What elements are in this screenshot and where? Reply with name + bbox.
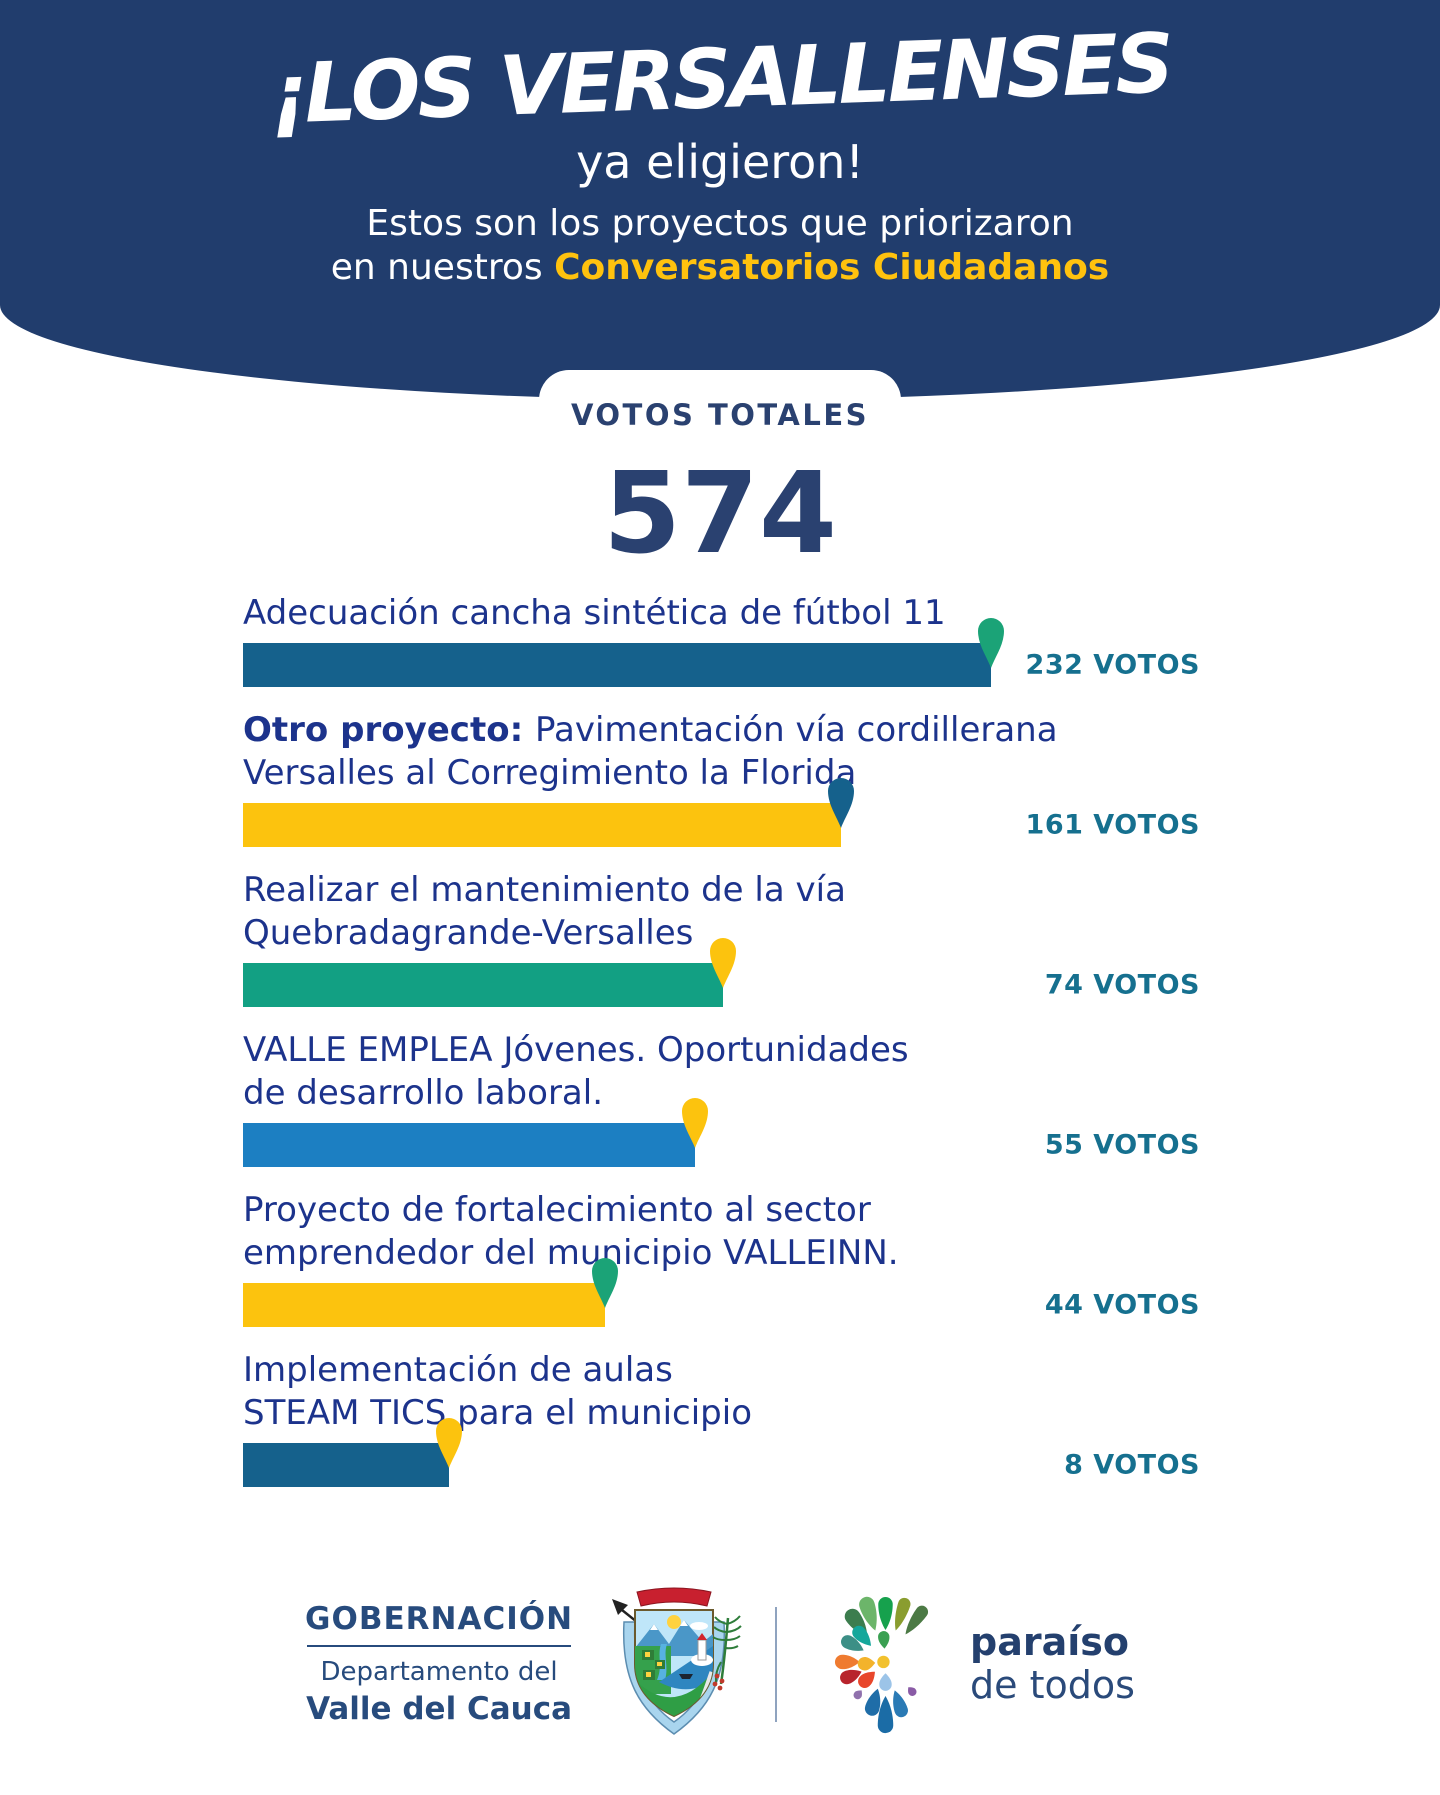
project-label: Realizar el mantenimiento de la vía Quebr… <box>243 869 1200 955</box>
page-subtitle: ya eligieron! <box>576 134 864 189</box>
project-row: Proyecto de fortalecimiento al sector emp… <box>243 1189 1200 1327</box>
footer-divider <box>775 1606 778 1722</box>
bar-area: 232 VOTOS <box>243 618 1200 687</box>
vote-bar <box>243 618 1004 687</box>
votes-bar-chart: Adecuación cancha sintética de fútbol 11… <box>0 592 1440 1487</box>
project-label-line: Otro proyecto: Pavimentación vía cordill… <box>243 710 1058 750</box>
vote-bar <box>243 778 854 847</box>
governorate-wordmark: GOBERNACIÓN Departamento del Valle del C… <box>305 1601 573 1727</box>
footer: GOBERNACIÓN Departamento del Valle del C… <box>0 1579 1440 1749</box>
project-row: Otro proyecto: Pavimentación vía cordill… <box>243 709 1200 847</box>
intro-line-2-prefix: en nuestros <box>330 246 555 288</box>
shield-banner <box>636 1587 712 1607</box>
vote-bar <box>243 1418 462 1487</box>
project-row: Realizar el mantenimiento de la vía Quebr… <box>243 869 1200 1007</box>
project-row: VALLE EMPLEA Jóvenes. Oportunidades de de… <box>243 1029 1200 1167</box>
vote-bar <box>243 1258 618 1327</box>
project-label-line: emprendedor del municipio VALLEINN. <box>243 1233 899 1273</box>
governorate-title: GOBERNACIÓN <box>305 1601 574 1637</box>
versalles-coat-of-arms <box>612 1587 742 1735</box>
map-pin-marker-icon <box>978 618 1004 668</box>
department-line: Departamento del <box>320 1657 558 1687</box>
bar-area: 8 VOTOS <box>243 1418 1200 1487</box>
brand-wordmark: paraíso de todos <box>970 1621 1135 1706</box>
project-label-line: VALLE EMPLEA Jóvenes. Oportunidades <box>243 1030 909 1070</box>
project-label: Otro proyecto: Pavimentación vía cordill… <box>243 709 1200 795</box>
bar-area: 44 VOTOS <box>243 1258 1200 1327</box>
votes-count: 161 VOTOS <box>1025 809 1200 841</box>
vote-bar <box>243 938 736 1007</box>
project-label: Adecuación cancha sintética de fútbol 11 <box>243 592 1200 635</box>
total-votes-value: 574 <box>603 449 837 579</box>
governorate-rule <box>307 1645 572 1647</box>
map-pin-marker-icon <box>682 1098 708 1148</box>
corn-stalk-icon <box>712 1615 742 1691</box>
project-label-line: Realizar el mantenimiento de la vía <box>243 870 846 910</box>
intro-line-2: en nuestros Conversatorios Ciudadanos <box>0 246 1440 290</box>
page-title: ¡LOS VERSALLENSES <box>268 16 1173 143</box>
project-label-line: Versalles al Corregimiento la Florida <box>243 753 857 793</box>
starburst-icon <box>835 1596 929 1734</box>
project-label-line: Implementación de aulas <box>243 1350 673 1390</box>
project-label-line: Adecuación cancha sintética de fútbol 11 <box>243 593 946 633</box>
project-row: Adecuación cancha sintética de fútbol 11… <box>243 592 1200 687</box>
project-label-line: de desarrollo laboral. <box>243 1073 604 1113</box>
department-name: Valle del Cauca <box>306 1691 573 1727</box>
brand-line-2: de todos <box>970 1663 1135 1707</box>
map-pin-marker-icon <box>710 938 736 988</box>
votes-count: 44 VOTOS <box>1044 1289 1200 1321</box>
map-pin-marker-icon <box>592 1258 618 1308</box>
bar-area: 161 VOTOS <box>243 778 1200 847</box>
project-row: Implementación de aulas STEAM TICS para e… <box>243 1349 1200 1487</box>
intro-line-2-highlight: Conversatorios Ciudadanos <box>554 246 1110 288</box>
votes-count: 8 VOTOS <box>1064 1449 1200 1481</box>
project-label-line: Quebradagrande-Versalles <box>243 913 694 953</box>
vote-bar <box>243 1098 708 1167</box>
project-label-line: Proyecto de fortalecimiento al sector <box>243 1190 871 1230</box>
paraiso-de-todos-logo: paraíso de todos <box>803 1579 1135 1749</box>
votes-count: 55 VOTOS <box>1044 1129 1200 1161</box>
map-pin-marker-icon <box>828 778 854 828</box>
project-label: Proyecto de fortalecimiento al sector emp… <box>243 1189 1200 1275</box>
project-label: VALLE EMPLEA Jóvenes. Oportunidades de de… <box>243 1029 1200 1115</box>
total-votes-label: VOTOS TOTALES <box>570 398 870 432</box>
map-pin-marker-icon <box>436 1418 462 1468</box>
bar-area: 74 VOTOS <box>243 938 1200 1007</box>
project-label: Implementación de aulas STEAM TICS para e… <box>243 1349 1200 1435</box>
bar-area: 55 VOTOS <box>243 1098 1200 1167</box>
project-label-line: STEAM TICS para el municipio <box>243 1393 753 1433</box>
votes-count: 74 VOTOS <box>1044 969 1200 1001</box>
total-votes-card: VOTOS TOTALES <box>539 370 901 465</box>
hero-header: ¡LOS VERSALLENSES ya eligieron! Estos so… <box>0 0 1440 400</box>
votes-count: 232 VOTOS <box>1025 649 1200 681</box>
brand-line-1: paraíso <box>970 1620 1130 1665</box>
intro-line-1: Estos son los proyectos que priorizaron <box>366 202 1074 244</box>
